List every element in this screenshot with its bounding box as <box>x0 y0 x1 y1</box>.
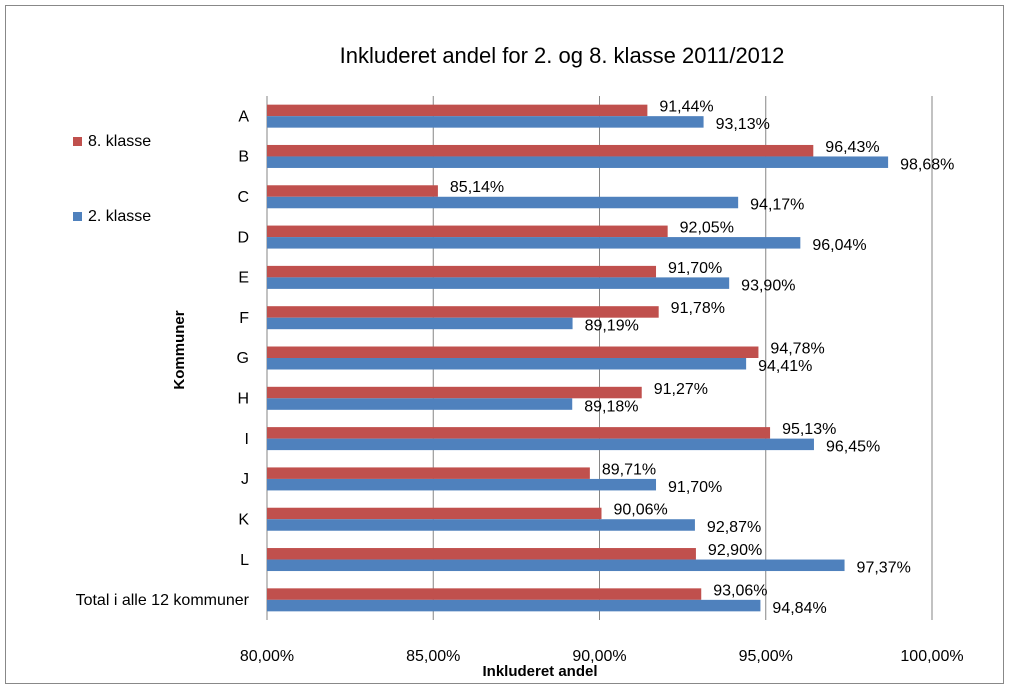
value-label: 93,06% <box>713 582 767 599</box>
bar <box>267 427 771 439</box>
bar <box>267 185 438 197</box>
value-label: 91,27% <box>654 381 708 398</box>
bar <box>267 548 696 560</box>
x-tick-label: 90,00% <box>572 648 626 665</box>
y-tick-label: K <box>238 511 249 528</box>
bar <box>267 467 590 479</box>
bar <box>267 559 845 572</box>
y-tick-label: F <box>239 310 249 327</box>
bar <box>267 196 739 209</box>
value-label: 96,45% <box>826 439 880 456</box>
bar <box>267 317 573 330</box>
value-label: 91,70% <box>668 260 722 277</box>
y-tick-label: I <box>245 431 249 448</box>
y-tick-label: C <box>237 189 249 206</box>
value-label: 92,87% <box>707 519 761 536</box>
value-label: 93,13% <box>716 116 770 133</box>
y-tick-label: E <box>238 270 249 287</box>
x-axis-title: Inkluderet andel <box>482 663 597 680</box>
bar <box>267 519 695 531</box>
bar <box>267 599 761 612</box>
bar <box>267 346 759 358</box>
value-label: 97,37% <box>857 560 911 577</box>
value-label: 95,13% <box>782 421 836 438</box>
bar <box>267 386 642 399</box>
value-label: 94,17% <box>750 197 804 214</box>
y-tick-label: J <box>241 471 249 488</box>
value-label: 89,19% <box>585 318 639 335</box>
bar <box>267 156 889 168</box>
legend-swatch <box>73 137 82 146</box>
bar <box>267 144 814 157</box>
value-label: 90,06% <box>613 502 667 519</box>
bar <box>267 104 648 117</box>
bar <box>267 306 659 318</box>
legend-label: 8. klasse <box>88 133 151 150</box>
bar <box>267 358 747 370</box>
value-label: 92,90% <box>708 542 762 559</box>
bar <box>267 237 801 249</box>
bar <box>267 588 702 600</box>
x-tick-label: 85,00% <box>406 648 460 665</box>
value-label: 96,43% <box>825 139 879 156</box>
y-tick-label: D <box>237 229 249 246</box>
value-label: 85,14% <box>450 179 504 196</box>
value-label: 89,18% <box>584 398 638 415</box>
value-label: 94,84% <box>772 600 826 617</box>
value-label: 91,70% <box>668 479 722 496</box>
value-label: 98,68% <box>900 156 954 173</box>
legend-label: 2. klasse <box>88 208 151 225</box>
value-label: 93,90% <box>741 277 795 294</box>
bar <box>267 478 657 491</box>
value-label: 94,41% <box>758 358 812 375</box>
x-tick-label: 80,00% <box>240 648 294 665</box>
value-label: 91,44% <box>659 99 713 116</box>
x-tick-label: 95,00% <box>739 648 793 665</box>
value-label: 94,78% <box>770 340 824 357</box>
value-label: 91,78% <box>671 300 725 317</box>
bar <box>267 265 657 278</box>
value-label: 92,05% <box>680 220 734 237</box>
y-tick-label: L <box>240 552 249 569</box>
chart-title: Inkluderet andel for 2. og 8. klasse 201… <box>340 43 785 68</box>
bar <box>267 507 602 520</box>
bar <box>267 277 730 289</box>
bar <box>267 116 704 128</box>
bar <box>267 438 814 451</box>
bar <box>267 398 573 410</box>
x-tick-label: 100,00% <box>900 648 963 665</box>
y-axis-title: Kommuner <box>171 310 188 389</box>
y-tick-label: H <box>237 391 249 408</box>
bar <box>267 225 668 238</box>
legend-swatch <box>73 212 82 221</box>
y-tick-label: A <box>238 108 249 125</box>
value-label: 96,04% <box>812 237 866 254</box>
y-tick-label: G <box>237 350 249 367</box>
y-tick-label: B <box>238 149 249 166</box>
value-label: 89,71% <box>602 461 656 478</box>
y-tick-label: Total i alle 12 kommuner <box>76 592 250 609</box>
